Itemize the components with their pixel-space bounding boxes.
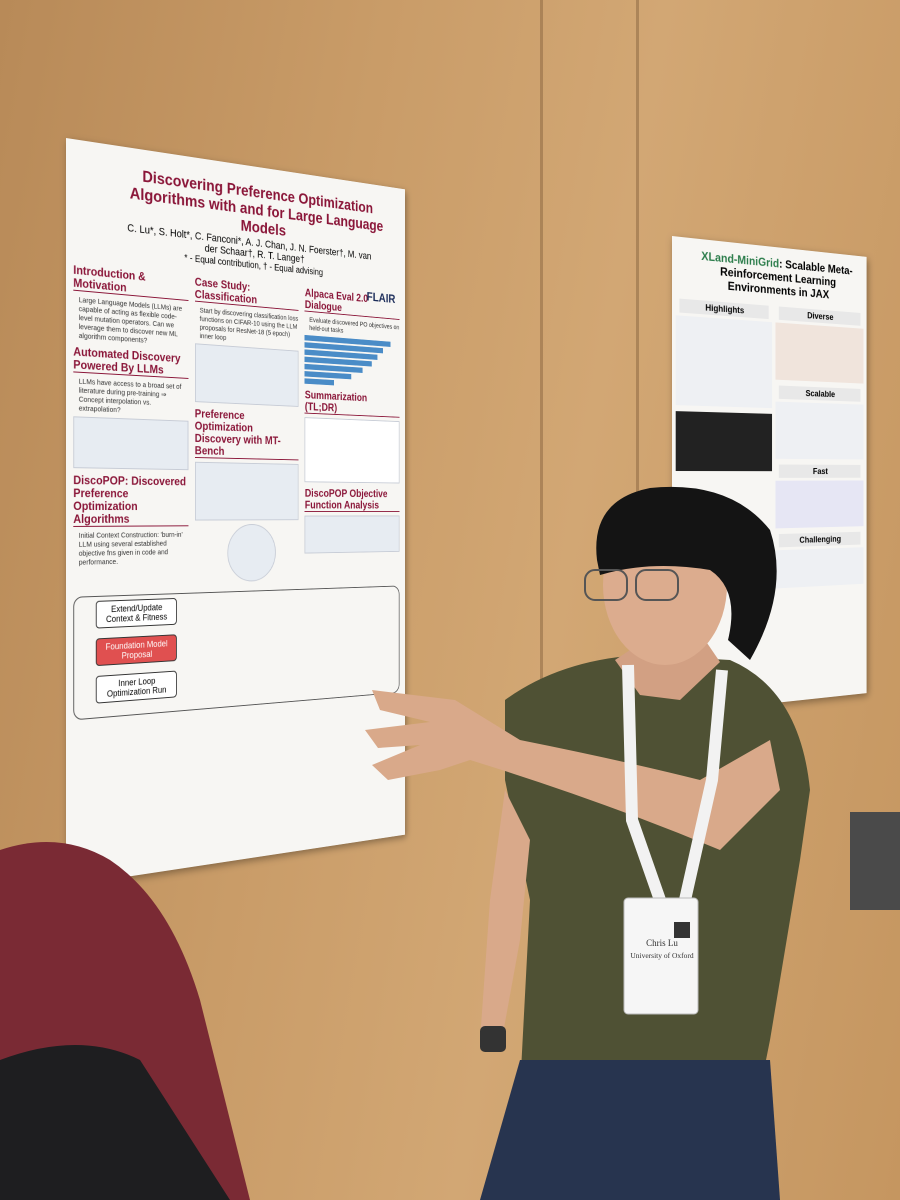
right-arm (430, 700, 780, 850)
watch (480, 1026, 506, 1052)
glasses (584, 569, 628, 601)
wall-fixture (850, 812, 900, 910)
hand (365, 690, 470, 780)
badge-affiliation: University of Oxford (630, 951, 694, 960)
wall-seam (540, 0, 543, 1200)
hair (596, 486, 777, 660)
lanyard (622, 664, 728, 902)
glasses (635, 569, 679, 601)
jeans (480, 1060, 780, 1200)
t-shirt (505, 655, 810, 1090)
left-arm (480, 790, 530, 1050)
backpack (0, 1045, 230, 1200)
badge-qr (674, 922, 690, 938)
badge-name: Chris Lu (646, 938, 678, 948)
